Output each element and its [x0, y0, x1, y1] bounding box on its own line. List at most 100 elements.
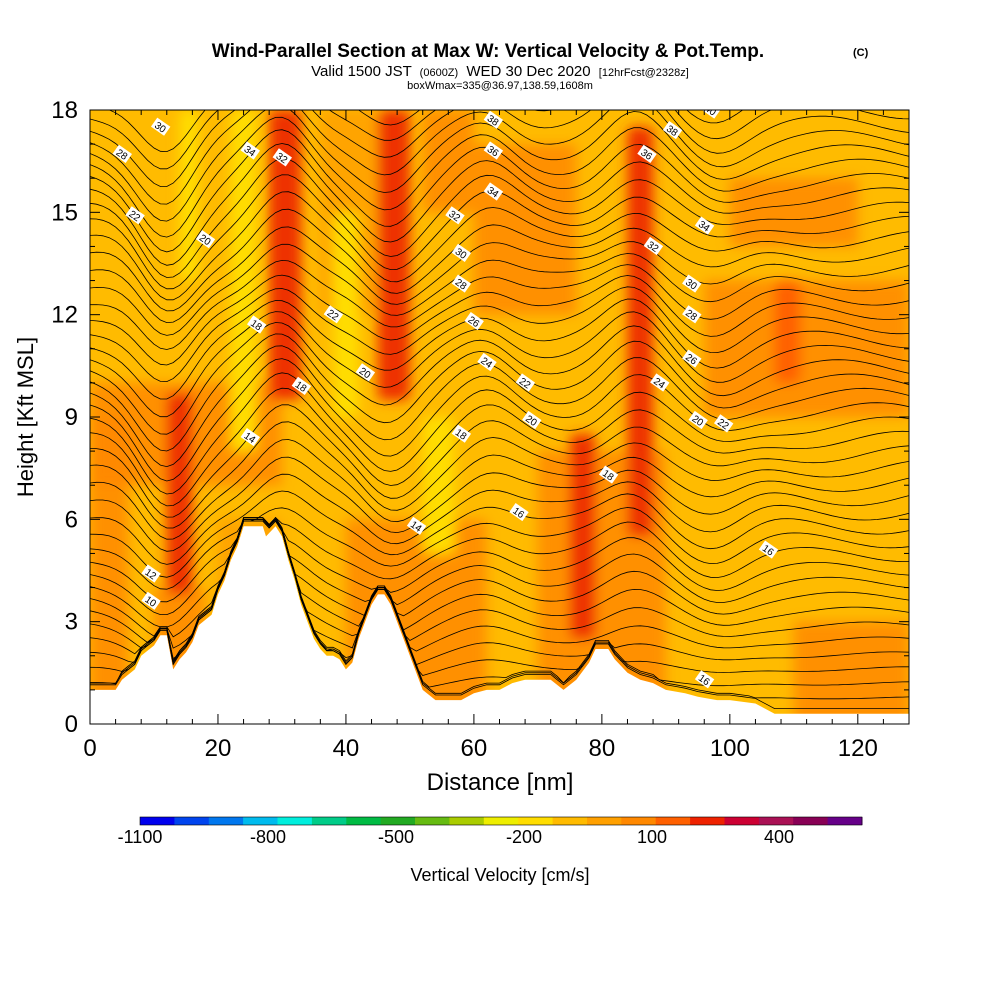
y-tick-label: 9	[65, 404, 78, 431]
colorbar-swatch	[415, 817, 450, 825]
x-axis: 0 20 40 60 80 100 120	[83, 110, 910, 762]
theta-contour	[90, 439, 909, 540]
theta-label-box	[291, 376, 312, 395]
theta-contour-label: 20	[355, 363, 376, 381]
theta-contour-label: 20	[522, 410, 542, 429]
theta-contour	[90, 259, 909, 350]
updraft-column	[627, 127, 654, 537]
colorbar-swatch	[140, 817, 175, 825]
theta-label-box	[483, 110, 504, 129]
theta-contour	[90, 110, 909, 222]
theta-label-box	[477, 352, 497, 372]
theta-label-box	[195, 230, 216, 249]
x-axis-label: Distance [nm]	[427, 769, 574, 796]
colorbar-swatch	[277, 817, 313, 825]
theta-contour-label: 12	[141, 564, 161, 583]
theta-label-box	[701, 110, 721, 119]
theta-label-box	[758, 540, 779, 559]
theta-contour	[90, 116, 909, 238]
theta-label-box	[272, 148, 292, 167]
theta-contour-label: 22	[515, 373, 536, 392]
theta-label-box	[240, 427, 260, 447]
theta-contour-label: 28	[451, 274, 472, 293]
subtitle-utc: (0600Z)	[420, 67, 459, 79]
theta-contour	[90, 191, 909, 301]
colorbar-tick-label: 100	[637, 827, 667, 847]
chart-title: Wind-Parallel Section at Max W: Vertical…	[212, 41, 764, 62]
theta-contour	[90, 518, 909, 649]
theta-contour-label: 40	[701, 110, 721, 119]
theta-contour-label: 30	[682, 274, 702, 293]
colorbar-tick-label: -200	[506, 827, 542, 847]
theta-label-box	[141, 564, 161, 583]
chart-subtitle-2: boxWmax=335@36.97,138.59,1608m	[407, 80, 593, 92]
theta-contour	[90, 208, 909, 312]
theta-contour-label: 26	[682, 349, 702, 368]
colorbar-label: Vertical Velocity [cm/s]	[410, 865, 589, 885]
updraft-column	[774, 280, 801, 383]
subtitle-fcst: [12hrFcst@2328z]	[599, 67, 689, 79]
theta-contour-label: 20	[195, 230, 216, 249]
y-tick-label: 18	[51, 97, 78, 124]
theta-label-box	[694, 216, 715, 235]
theta-label-box	[323, 305, 344, 324]
theta-contour-label: 30	[150, 117, 171, 136]
theta-contour-label: 38	[662, 120, 683, 139]
velocity-band	[793, 621, 909, 724]
updraft-column	[269, 110, 302, 400]
theta-label-box	[682, 305, 702, 324]
theta-contour-label: 36	[483, 141, 504, 160]
colorbar-frame	[139, 816, 863, 826]
theta-contour-label: 18	[598, 465, 619, 484]
theta-label-box	[240, 141, 260, 160]
colorbar-swatch	[174, 817, 210, 825]
colorbar-swatch	[690, 817, 725, 825]
plot-area: 10 12 14 14 16 16 16 18 18 18 18 20 20 20 20 22 22 22 22 24…	[90, 110, 909, 724]
colorbar-swatch	[483, 817, 519, 825]
theta-contour	[90, 322, 909, 435]
colorbar-tick-label: -800	[250, 827, 286, 847]
theta-contour-label: 20	[688, 410, 708, 429]
theta-contour-label: 22	[323, 305, 344, 324]
theta-contour-label: 18	[451, 424, 472, 443]
theta-contour-label: 10	[141, 591, 161, 610]
subtitle-date: WED 30 Dec 2020	[466, 63, 590, 80]
theta-contour-label: 28	[682, 305, 702, 324]
colorbar-swatch	[655, 817, 691, 825]
theta-contour-label: 26	[464, 311, 484, 331]
x-tick-label: 120	[838, 735, 878, 762]
theta-contour-label: 34	[240, 141, 260, 160]
x-tick-label: 60	[461, 735, 488, 762]
theta-contour-label: 32	[445, 206, 465, 225]
theta-label-box	[451, 243, 472, 262]
theta-contour	[90, 143, 909, 266]
chart-subtitle: Valid 1500 JST (0600Z) WED 30 Dec 2020 […	[311, 63, 689, 80]
theta-label-box	[246, 315, 267, 334]
colorbar-swatch	[758, 817, 794, 825]
colorbar-swatch	[208, 817, 244, 825]
y-tick-label: 3	[65, 609, 78, 636]
theta-contour-label: 18	[246, 315, 267, 334]
theta-contour	[90, 507, 909, 590]
theta-contour	[90, 456, 909, 552]
theta-contour-label: 22	[125, 206, 145, 224]
theta-label-box	[445, 206, 465, 225]
theta-label-box	[483, 141, 504, 160]
theta-contour	[90, 345, 909, 468]
colorbar-swatch	[793, 817, 829, 825]
theta-contour-label: 38	[483, 110, 504, 129]
colorbar-swatch	[380, 817, 416, 825]
theta-label-box	[713, 414, 734, 433]
theta-label-box	[694, 670, 715, 689]
theta-label-box	[464, 311, 484, 331]
colorbar-swatch	[449, 817, 485, 825]
theta-contour-label: 34	[694, 216, 715, 235]
theta-contour-label: 16	[758, 540, 779, 559]
theta-contour	[90, 516, 909, 638]
theta-contour-label: 22	[713, 414, 734, 433]
colorbar-tick-label: -500	[378, 827, 414, 847]
theta-label-box	[515, 373, 536, 392]
theta-label-box	[682, 349, 702, 368]
theta-contour	[90, 358, 909, 482]
theta-contour-label: 32	[272, 148, 292, 167]
